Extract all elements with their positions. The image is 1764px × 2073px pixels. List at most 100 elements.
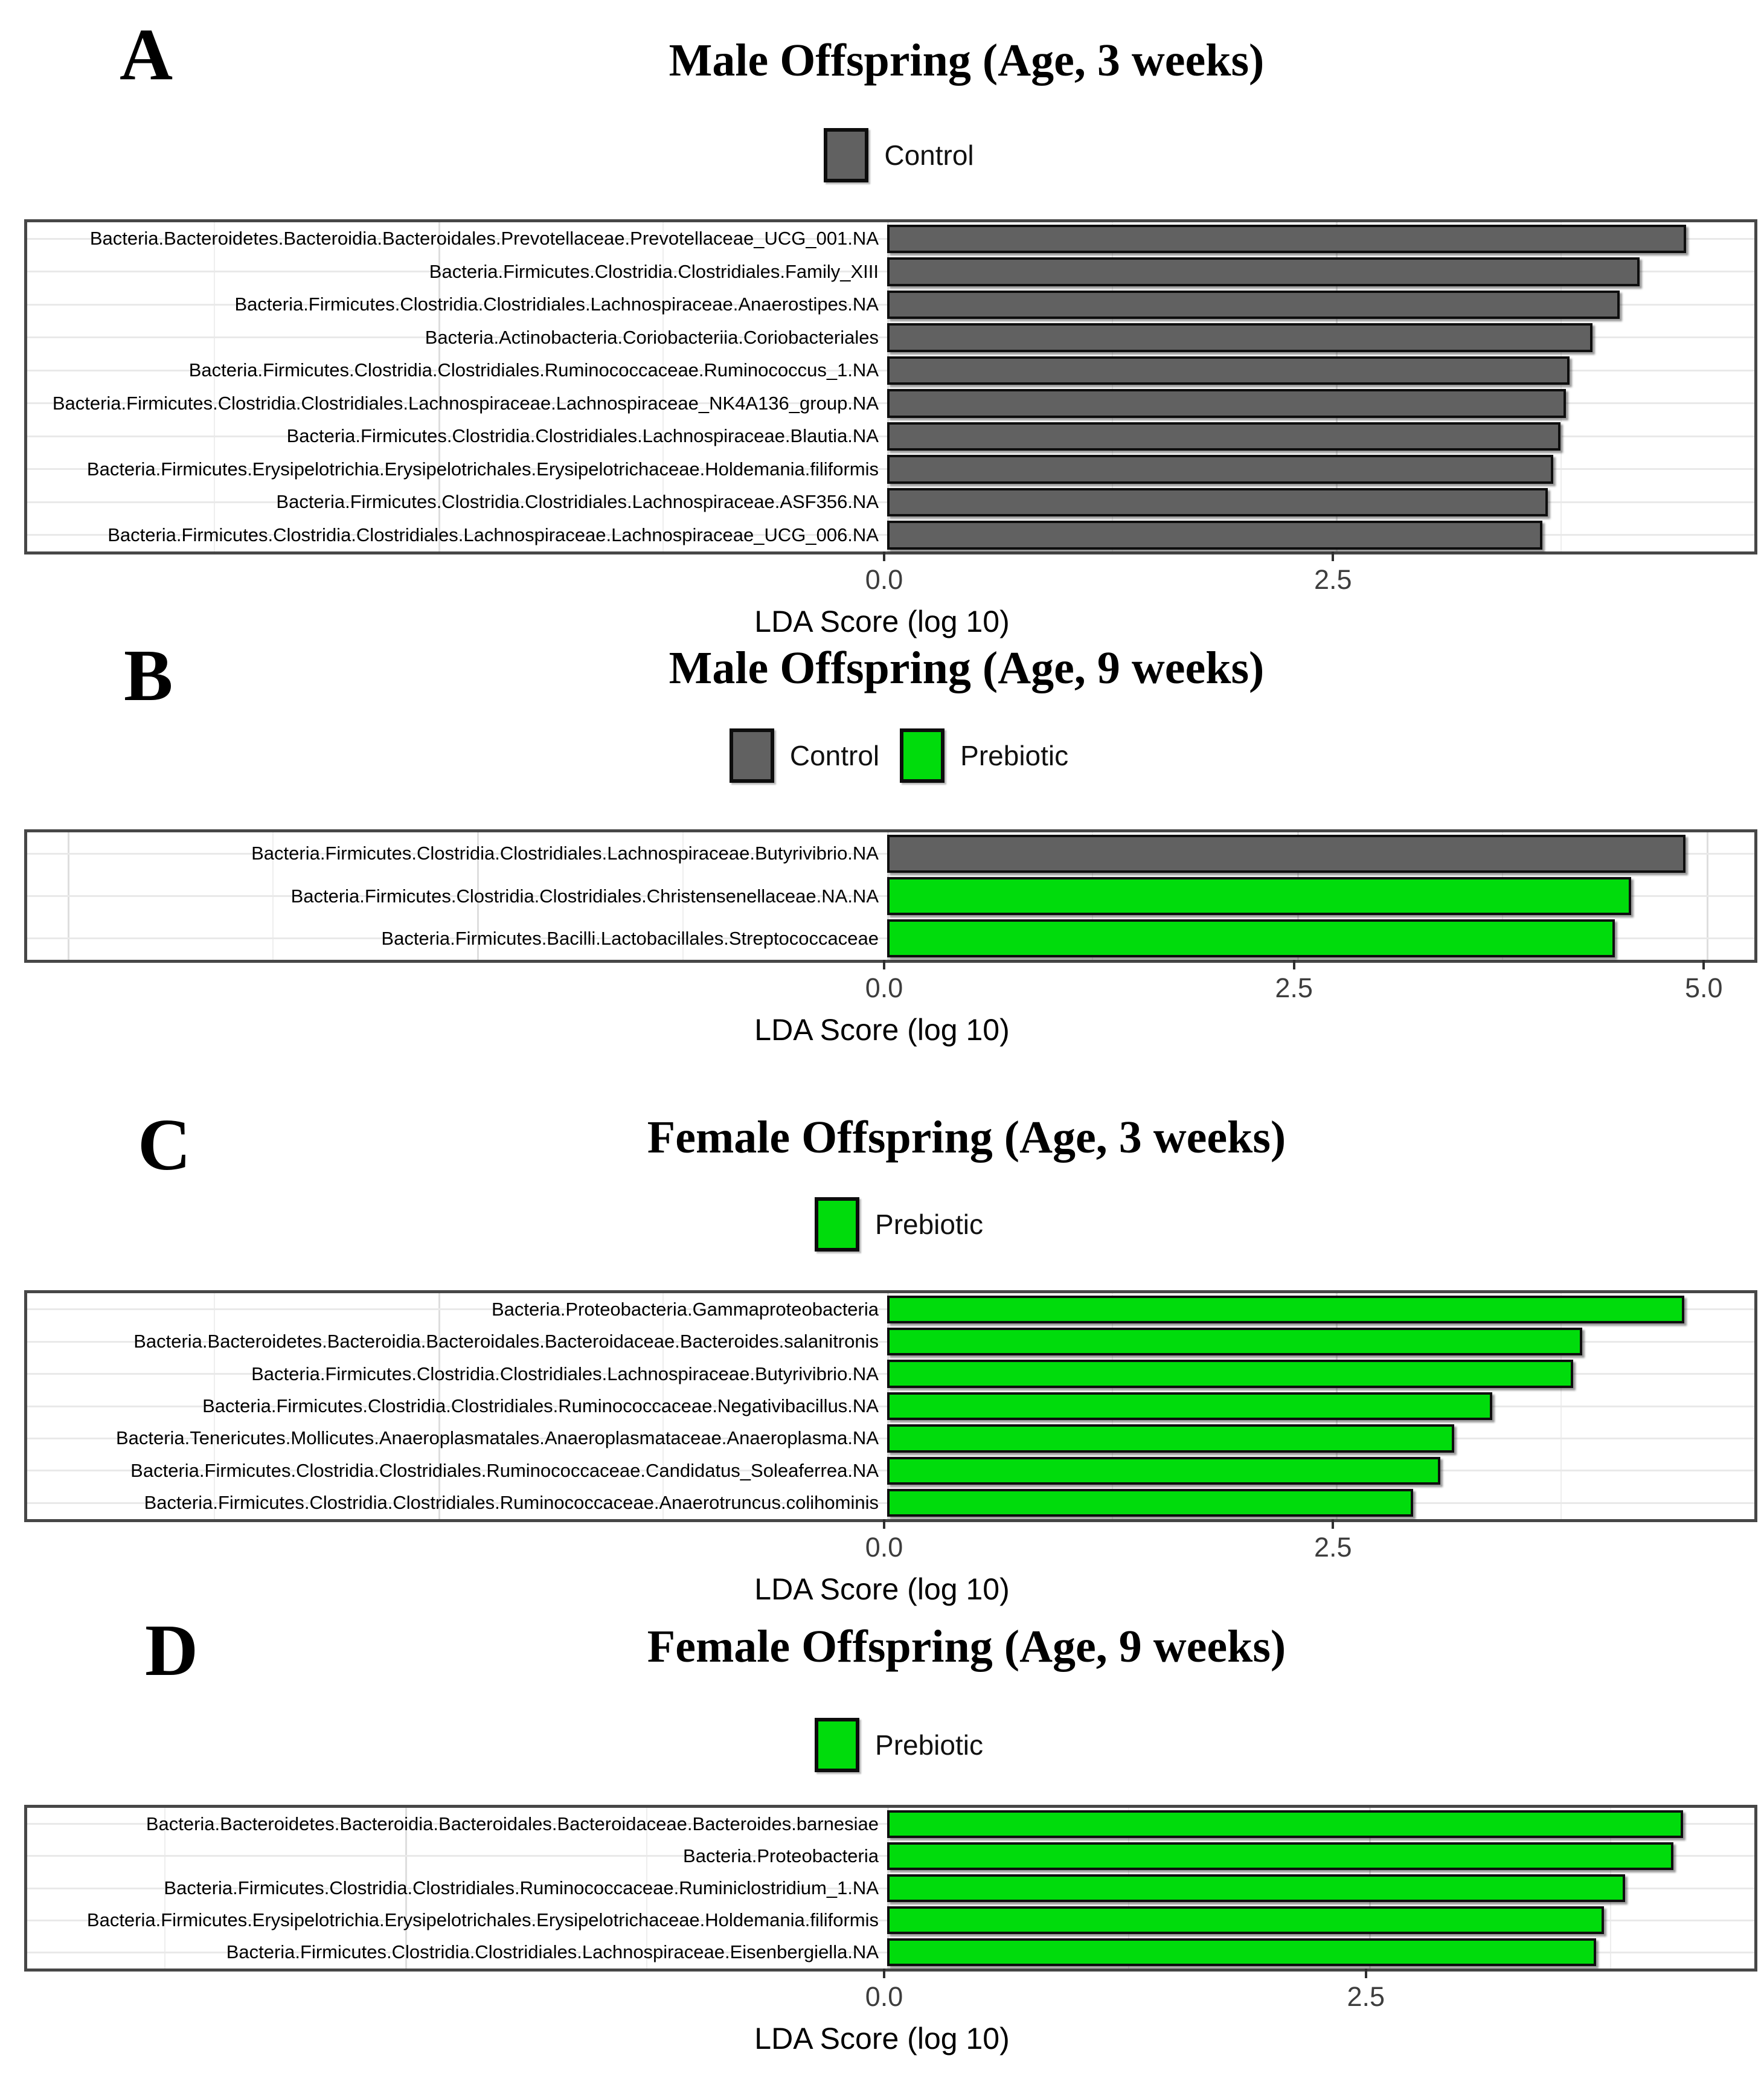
gridline-horizontal bbox=[27, 501, 1754, 503]
gridline-vertical bbox=[1092, 832, 1094, 960]
gridline-vertical bbox=[1501, 832, 1503, 960]
gridline-vertical bbox=[887, 832, 889, 960]
panel-title: Male Offspring (Age, 3 weeks) bbox=[669, 35, 1265, 86]
gridline-vertical bbox=[1111, 222, 1113, 551]
lda-bar bbox=[887, 389, 1566, 418]
lda-bar bbox=[887, 257, 1640, 286]
gridline-vertical bbox=[438, 222, 440, 551]
lda-bar bbox=[887, 1938, 1597, 1967]
x-axis-tick-label: 2.5 bbox=[1347, 1981, 1385, 2012]
chart-area: Bacteria.Proteobacteria.Gammaproteobacte… bbox=[24, 1290, 1757, 1522]
taxon-label: Bacteria.Firmicutes.Clostridia.Clostridi… bbox=[188, 359, 879, 381]
lda-bar bbox=[887, 1456, 1440, 1485]
lda-bar bbox=[887, 834, 1685, 873]
gridline-vertical bbox=[67, 832, 69, 960]
gridline-vertical bbox=[662, 1293, 664, 1519]
x-axis-tick bbox=[883, 1969, 885, 1978]
legend-entry-prebiotic: Prebiotic bbox=[815, 1197, 983, 1252]
panel-title: Male Offspring (Age, 9 weeks) bbox=[669, 643, 1265, 693]
gridline-horizontal bbox=[27, 937, 1754, 940]
legend-entry-control: Control bbox=[729, 728, 879, 783]
taxon-label: Bacteria.Actinobacteria.Coriobacteriia.C… bbox=[425, 326, 879, 348]
gridline-horizontal bbox=[27, 303, 1754, 306]
gridline-vertical bbox=[1609, 1808, 1611, 1969]
taxon-label: Bacteria.Tenericutes.Mollicutes.Anaeropl… bbox=[115, 1427, 879, 1449]
x-axis-tick-label: 2.5 bbox=[1313, 564, 1352, 595]
x-axis-title: LDA Score (log 10) bbox=[754, 2022, 1010, 2055]
gridline-horizontal bbox=[27, 1502, 1754, 1504]
x-axis-tick-label: 2.5 bbox=[1275, 972, 1313, 1003]
legend: Prebiotic bbox=[17, 1718, 1764, 1772]
lda-bar bbox=[887, 1392, 1492, 1421]
gridline-vertical bbox=[1560, 222, 1562, 551]
legend-swatch-prebiotic bbox=[815, 1718, 860, 1772]
taxon-label: Bacteria.Firmicutes.Clostridia.Clostridi… bbox=[290, 885, 879, 907]
gridline-vertical bbox=[1707, 832, 1709, 960]
x-axis-tick-label: 0.0 bbox=[865, 1532, 903, 1563]
gridline-horizontal bbox=[27, 1951, 1754, 1953]
legend: Control bbox=[17, 128, 1764, 182]
x-axis-tick-label: 0.0 bbox=[865, 1981, 903, 2012]
gridline-horizontal bbox=[27, 1887, 1754, 1889]
legend-entry-control: Control bbox=[824, 128, 974, 182]
x-axis-title: LDA Score (log 10) bbox=[754, 605, 1010, 638]
gridline-vertical bbox=[1336, 1293, 1338, 1519]
gridline-vertical bbox=[887, 1293, 889, 1519]
legend-label: Prebiotic bbox=[875, 1209, 983, 1240]
taxon-label: Bacteria.Bacteroidetes.Bacteroidia.Bacte… bbox=[133, 1331, 879, 1352]
gridline-horizontal bbox=[27, 1823, 1754, 1825]
gridline-horizontal bbox=[27, 534, 1754, 536]
x-axis-tick bbox=[1332, 1519, 1335, 1529]
gridline-horizontal bbox=[27, 1437, 1754, 1439]
lda-bar bbox=[887, 1295, 1685, 1323]
lda-bar bbox=[887, 1874, 1626, 1903]
x-axis-tick-label: 0.0 bbox=[865, 972, 903, 1003]
gridline-horizontal bbox=[27, 468, 1754, 471]
taxon-label: Bacteria.Firmicutes.Clostridia.Clostridi… bbox=[107, 524, 879, 545]
taxon-label: Bacteria.Firmicutes.Bacilli.Lactobacilla… bbox=[381, 927, 879, 949]
gridline-vertical bbox=[1336, 222, 1338, 551]
lda-bar bbox=[887, 1424, 1455, 1453]
x-axis-tick bbox=[883, 551, 885, 561]
gridline-vertical bbox=[1127, 1808, 1129, 1969]
lda-bar bbox=[887, 487, 1548, 516]
taxon-label: Bacteria.Bacteroidetes.Bacteroidia.Bacte… bbox=[89, 228, 879, 249]
legend-swatch-prebiotic bbox=[900, 728, 945, 783]
gridline-vertical bbox=[214, 1293, 216, 1519]
taxon-label: Bacteria.Firmicutes.Clostridia.Clostridi… bbox=[52, 392, 879, 414]
taxon-label: Bacteria.Firmicutes.Clostridia.Clostridi… bbox=[234, 294, 879, 315]
gridline-vertical bbox=[214, 222, 216, 551]
taxon-label: Bacteria.Firmicutes.Clostridia.Clostridi… bbox=[286, 425, 879, 447]
gridline-vertical bbox=[662, 222, 664, 551]
panel-letter: D bbox=[145, 1610, 199, 1691]
gridline-horizontal bbox=[27, 237, 1754, 240]
taxon-label: Bacteria.Proteobacteria.Gammaproteobacte… bbox=[492, 1298, 879, 1320]
legend: Control Prebiotic bbox=[17, 728, 1764, 783]
gridline-vertical bbox=[1368, 1808, 1371, 1969]
taxon-label: Bacteria.Firmicutes.Erysipelotrichia.Ery… bbox=[86, 458, 879, 480]
x-axis-tick-label: 2.5 bbox=[1313, 1532, 1352, 1563]
taxon-label: Bacteria.Firmicutes.Clostridia.Clostridi… bbox=[144, 1492, 879, 1514]
panel-title: Female Offspring (Age, 3 weeks) bbox=[647, 1112, 1286, 1163]
taxon-label: Bacteria.Firmicutes.Clostridia.Clostridi… bbox=[251, 1363, 879, 1384]
taxon-label: Bacteria.Firmicutes.Clostridia.Clostridi… bbox=[164, 1877, 879, 1898]
panel-letter: B bbox=[124, 635, 173, 716]
lda-bar bbox=[887, 356, 1570, 385]
gridline-vertical bbox=[272, 832, 274, 960]
x-axis-tick bbox=[1702, 960, 1705, 969]
lda-bar bbox=[887, 521, 1543, 550]
gridline-vertical bbox=[887, 1808, 889, 1969]
gridline-vertical bbox=[477, 832, 479, 960]
gridline-horizontal bbox=[27, 1405, 1754, 1407]
lda-bar bbox=[887, 224, 1687, 253]
x-axis-title: LDA Score (log 10) bbox=[754, 1013, 1010, 1047]
gridline-horizontal bbox=[27, 402, 1754, 405]
legend-entry-prebiotic: Prebiotic bbox=[900, 728, 1068, 783]
gridline-vertical bbox=[682, 832, 684, 960]
taxon-label: Bacteria.Firmicutes.Clostridia.Clostridi… bbox=[226, 1941, 879, 1963]
legend-swatch-prebiotic bbox=[815, 1197, 860, 1252]
